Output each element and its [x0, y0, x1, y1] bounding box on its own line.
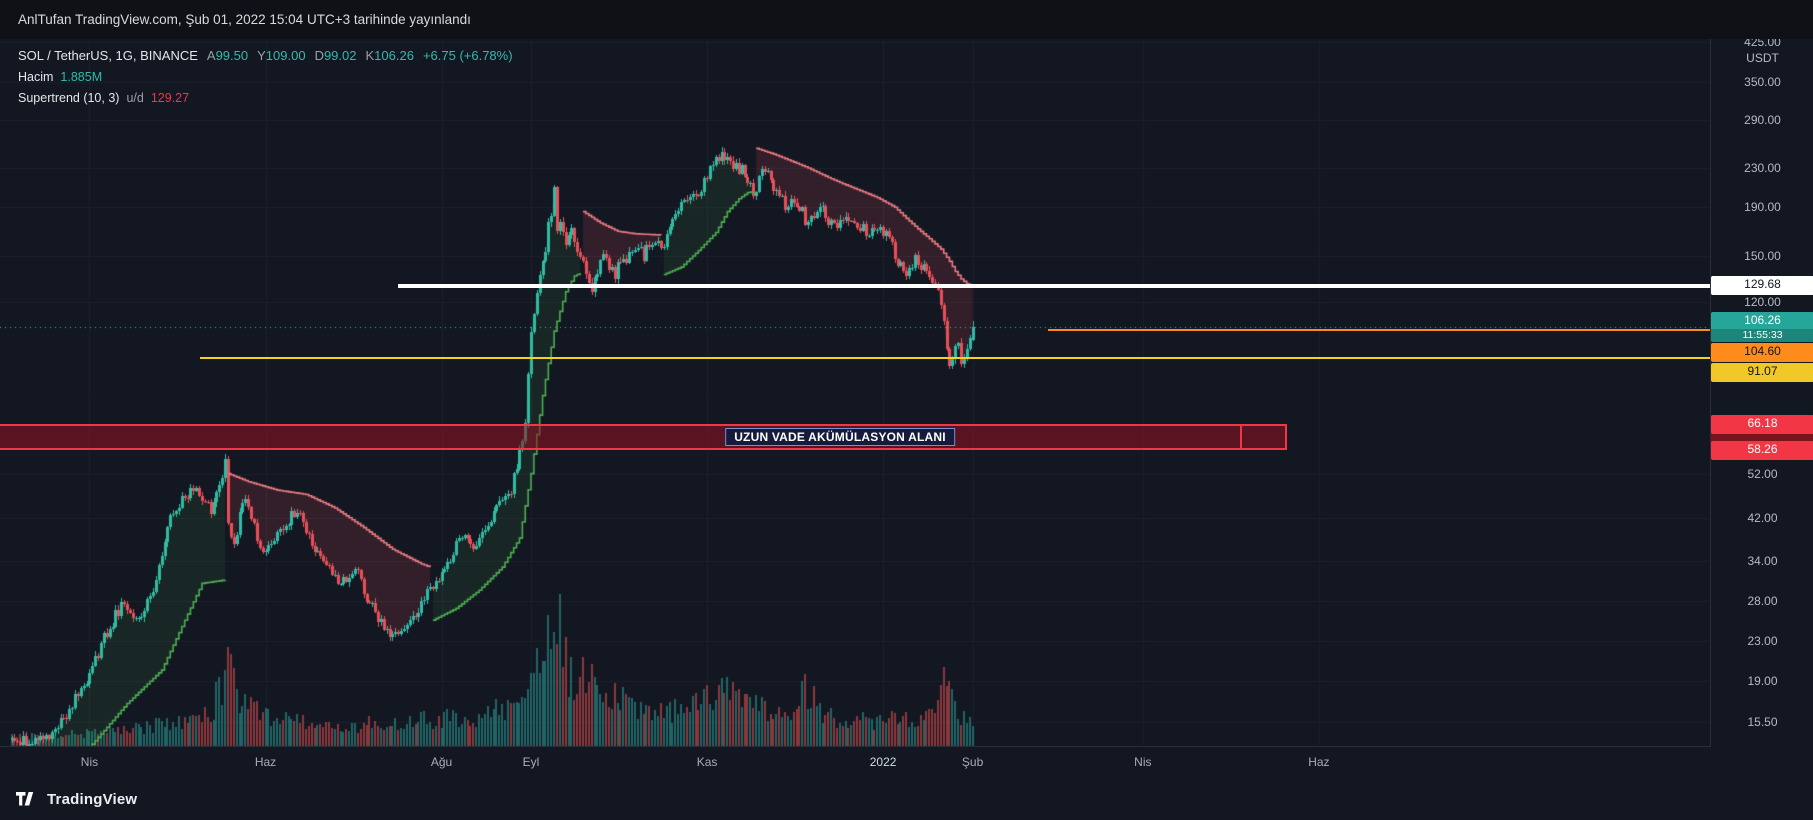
price-tick: 19.00	[1747, 673, 1778, 688]
price-label-value: 129.68	[1744, 277, 1781, 292]
price-tick: 230.00	[1744, 160, 1781, 175]
time-label-Nis: Nis	[1134, 755, 1152, 769]
price-tick: 34.00	[1747, 553, 1778, 568]
change-value: +6.75 (+6.78%)	[422, 48, 513, 63]
volume-label: Hacim	[18, 69, 54, 84]
price-tick: 23.00	[1747, 634, 1778, 649]
price-tick: 28.00	[1747, 593, 1778, 608]
time-label-Ağu: Ağu	[430, 755, 453, 769]
time-axis[interactable]: Nis Haz Ağu Eyl Kas 2022 Şub Nis Haz	[0, 746, 1813, 779]
price-label-104.60[interactable]: 104.60	[1711, 342, 1813, 362]
time-label-Kas: Kas	[696, 755, 718, 769]
time-label-2022: 2022	[869, 755, 897, 769]
time-label-Şub: Şub	[961, 755, 984, 769]
price-label-106.26[interactable]: 106.26 11:55:33	[1711, 311, 1813, 342]
price-label-129.68[interactable]: 129.68	[1711, 276, 1813, 296]
snapshot-footer: TradingView	[0, 778, 1813, 820]
symbol-title: SOL / TetherUS, 1G, BINANCE	[18, 48, 198, 63]
price-label-value: 66.18	[1747, 415, 1778, 430]
legend-volume-row[interactable]: Hacim 1.885M	[18, 66, 513, 87]
price-tick: 42.00	[1747, 510, 1778, 525]
price-label-66.18[interactable]: 66.18	[1711, 414, 1813, 434]
price-tick: 350.00	[1744, 74, 1781, 89]
ohlc-close: K106.26	[365, 48, 414, 63]
price-label-value: 91.07	[1747, 363, 1778, 378]
price-tick: 190.00	[1744, 200, 1781, 215]
snapshot-header-text: AnlTufan TradingView.com, Şub 01, 2022 1…	[18, 12, 471, 27]
price-tick: 120.00	[1744, 294, 1781, 309]
price-tick: 150.00	[1744, 248, 1781, 263]
tradingview-logo-icon[interactable]	[16, 791, 38, 807]
legend-symbol-row[interactable]: SOL / TetherUS, 1G, BINANCE A99.50 Y109.…	[18, 45, 513, 66]
supertrend-value: 129.27	[150, 90, 190, 105]
time-label-Haz: Haz	[254, 755, 277, 769]
price-tick: 52.00	[1747, 466, 1778, 481]
countdown-timer: 11:55:33	[1711, 328, 1813, 342]
time-label-Eyl: Eyl	[522, 755, 540, 769]
price-label-value: 106.26	[1744, 312, 1781, 327]
snapshot-header: AnlTufan TradingView.com, Şub 01, 2022 1…	[0, 0, 1813, 39]
price-tick: 290.00	[1744, 113, 1781, 128]
volume-value: 1.885M	[60, 69, 103, 84]
price-label-58.26[interactable]: 58.26	[1711, 440, 1813, 460]
time-label-Nis: Nis	[80, 755, 99, 769]
price-axis-unit: USDT	[1746, 50, 1779, 65]
time-label-Haz: Haz	[1308, 755, 1330, 769]
ohlc-low: D99.02	[314, 48, 357, 63]
supertrend-label: Supertrend (10, 3)	[18, 90, 120, 105]
price-axis[interactable]: 425.00 350.00 290.00 230.00 190.00 150.00 120.…	[1710, 0, 1813, 747]
price-tick: 15.50	[1747, 715, 1778, 730]
ohlc-open: A99.50	[206, 48, 249, 63]
price-label-value: 104.60	[1744, 343, 1781, 358]
price-label-value: 58.26	[1747, 441, 1778, 456]
legend-supertrend-row[interactable]: Supertrend (10, 3) u/d 129.27	[18, 87, 513, 108]
price-label-91.07[interactable]: 91.07	[1711, 362, 1813, 382]
supertrend-plot-name: u/d	[126, 90, 144, 105]
chart-legend: SOL / TetherUS, 1G, BINANCE A99.50 Y109.…	[18, 45, 513, 108]
tradingview-brand[interactable]: TradingView	[47, 790, 138, 808]
ohlc-high: Y109.00	[257, 48, 306, 63]
